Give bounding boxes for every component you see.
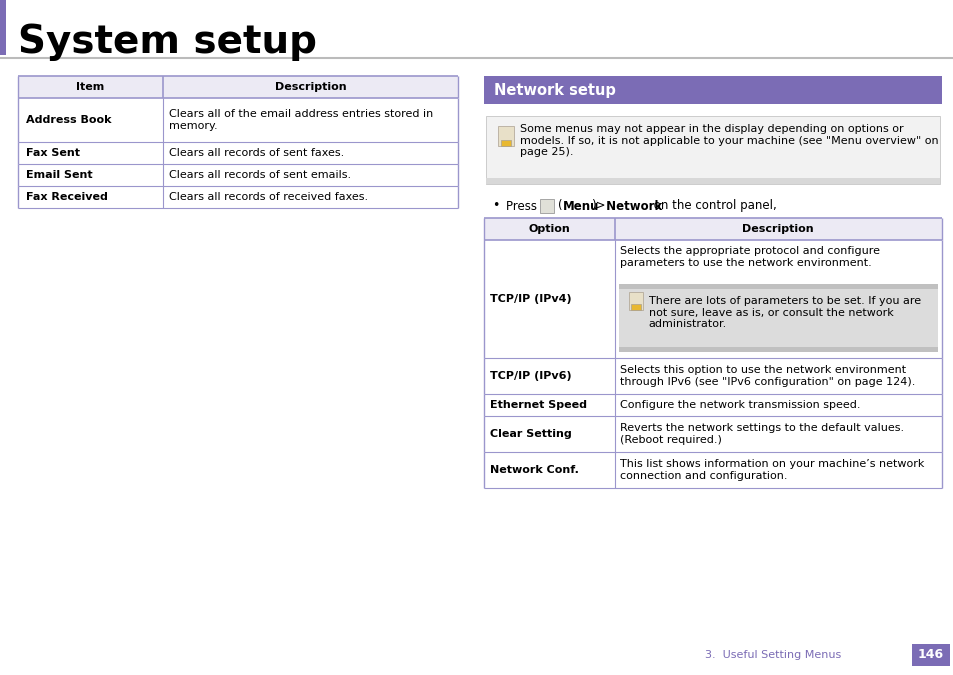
- Text: (: (: [558, 200, 562, 213]
- Text: TCP/IP (IPv6): TCP/IP (IPv6): [490, 371, 571, 381]
- Text: •: •: [492, 200, 498, 213]
- Bar: [539, 199, 554, 213]
- Text: Network setup: Network setup: [494, 82, 616, 97]
- Text: 146: 146: [917, 649, 943, 662]
- Text: Clears all records of sent faxes.: Clears all records of sent faxes.: [169, 148, 344, 158]
- Bar: [911, 644, 949, 666]
- Text: Option: Option: [528, 224, 570, 234]
- Text: Selects the appropriate protocol and configure
parameters to use the network env: Selects the appropriate protocol and con…: [618, 246, 879, 267]
- Bar: [483, 218, 941, 240]
- Bar: [618, 284, 937, 289]
- Text: Network: Network: [601, 200, 661, 213]
- Text: Clears all records of received faxes.: Clears all records of received faxes.: [169, 192, 368, 202]
- Text: 3.  Useful Setting Menus: 3. Useful Setting Menus: [704, 650, 841, 660]
- Text: Item: Item: [76, 82, 105, 92]
- Text: Email Sent: Email Sent: [26, 170, 92, 180]
- Text: There are lots of parameters to be set. If you are
not sure, leave as is, or con: There are lots of parameters to be set. …: [648, 296, 920, 329]
- Text: )>: )>: [590, 200, 605, 213]
- Bar: [618, 347, 937, 352]
- Text: Fax Sent: Fax Sent: [26, 148, 80, 158]
- Text: System setup: System setup: [18, 23, 316, 61]
- Text: Clear Setting: Clear Setting: [490, 429, 571, 439]
- Bar: [628, 292, 642, 310]
- Text: on the control panel,: on the control panel,: [649, 200, 776, 213]
- Bar: [0, 0, 6, 55]
- Bar: [483, 76, 941, 104]
- Text: Some menus may not appear in the display depending on options or
models. If so, : Some menus may not appear in the display…: [519, 124, 938, 157]
- Text: Configure the network transmission speed.: Configure the network transmission speed…: [618, 400, 859, 410]
- Text: Clears all records of sent emails.: Clears all records of sent emails.: [169, 170, 351, 180]
- Text: Ethernet Speed: Ethernet Speed: [490, 400, 586, 410]
- Bar: [18, 76, 457, 98]
- Bar: [500, 140, 511, 146]
- Text: Description: Description: [741, 224, 813, 234]
- Text: Menu: Menu: [562, 200, 598, 213]
- Text: Press: Press: [505, 200, 540, 213]
- Text: Selects this option to use the network environment
through IPv6 (see "IPv6 confi: Selects this option to use the network e…: [618, 365, 914, 387]
- Bar: [485, 178, 939, 184]
- Text: Network Conf.: Network Conf.: [490, 465, 578, 475]
- Bar: [485, 116, 939, 184]
- Text: Reverts the network settings to the default values.
(Reboot required.): Reverts the network settings to the defa…: [618, 423, 902, 445]
- Bar: [618, 284, 937, 352]
- Text: Description: Description: [274, 82, 346, 92]
- Bar: [630, 304, 639, 310]
- Text: Fax Received: Fax Received: [26, 192, 108, 202]
- Text: Clears all of the email address entries stored in
memory.: Clears all of the email address entries …: [169, 109, 433, 131]
- Text: Address Book: Address Book: [26, 115, 112, 125]
- Text: This list shows information on your machine’s network
connection and configurati: This list shows information on your mach…: [618, 459, 923, 481]
- Text: TCP/IP (IPv4): TCP/IP (IPv4): [490, 294, 571, 304]
- Bar: [497, 126, 514, 146]
